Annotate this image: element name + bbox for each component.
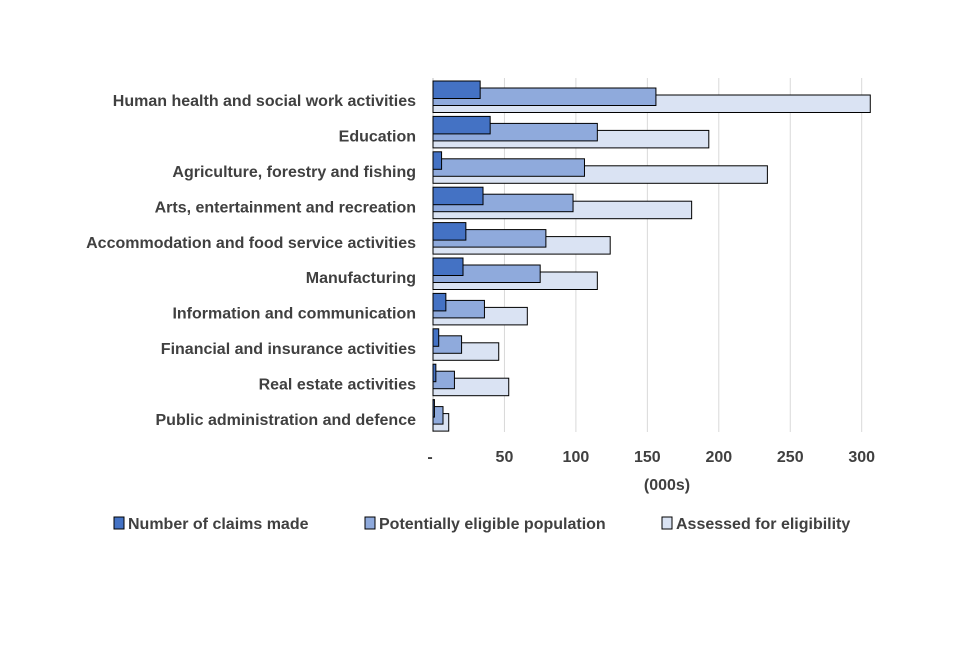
claims-made-bar xyxy=(432,151,443,170)
category-label: Accommodation and food service activitie… xyxy=(86,235,416,252)
bars xyxy=(432,80,871,432)
eligible-population-bar xyxy=(432,158,585,177)
category-labels: Human health and social work activities E… xyxy=(86,93,416,429)
category-label: Arts, entertainment and recreation xyxy=(155,199,416,216)
legend-item-eligible: Potentially eligible population xyxy=(364,516,606,533)
legend-label: Assessed for eligibility xyxy=(676,516,850,533)
claims-made-bar xyxy=(432,257,464,276)
x-tick-label: 200 xyxy=(705,449,732,466)
legend-swatch xyxy=(364,516,376,530)
legend-item-claims: Number of claims made xyxy=(113,516,309,533)
claims-made-bar xyxy=(432,222,467,241)
x-tick-label: 50 xyxy=(496,449,514,466)
claims-made-bar xyxy=(432,115,491,135)
legend-swatch xyxy=(661,516,673,530)
category-label: Information and communication xyxy=(172,306,416,323)
category-label: Real estate activities xyxy=(259,376,417,393)
x-tick-labels: - 50 100 150 200 250 300 xyxy=(427,449,875,466)
claims-made-bar xyxy=(432,292,447,312)
legend-label: Number of claims made xyxy=(128,516,309,533)
claims-made-bar xyxy=(432,399,435,418)
x-tick-label: 300 xyxy=(848,449,875,466)
claims-made-bar xyxy=(432,328,440,347)
x-tick-label: 100 xyxy=(563,449,590,466)
category-label: Financial and insurance activities xyxy=(161,341,416,358)
x-axis-title: (000s) xyxy=(644,477,690,494)
category-label: Public administration and defence xyxy=(156,412,417,429)
x-tick-label: 150 xyxy=(634,449,661,466)
legend: Number of claims made Potentially eligibl… xyxy=(113,516,850,533)
legend-swatch xyxy=(113,516,125,530)
category-label: Human health and social work activities xyxy=(113,93,416,110)
legend-item-assessed: Assessed for eligibility xyxy=(661,516,850,533)
x-tick-label: 250 xyxy=(777,449,804,466)
claims-made-bar xyxy=(432,363,437,383)
category-label: Agriculture, forestry and fishing xyxy=(172,164,416,181)
claims-made-bar xyxy=(432,80,481,99)
x-tick-label: - xyxy=(427,449,432,466)
legend-label: Potentially eligible population xyxy=(379,516,606,533)
category-label: Education xyxy=(339,129,416,146)
claims-made-bar xyxy=(432,186,484,206)
category-label: Manufacturing xyxy=(306,270,416,287)
